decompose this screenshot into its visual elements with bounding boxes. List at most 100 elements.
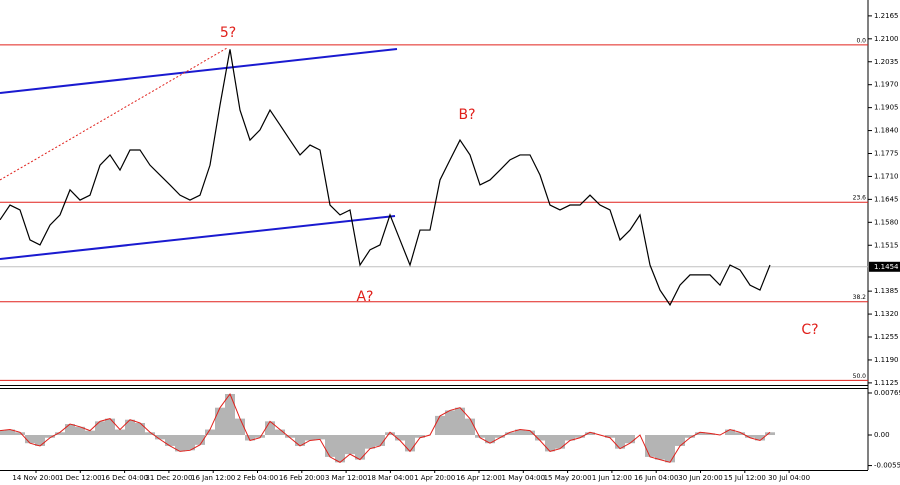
y-tick-label: 1.1190 <box>874 356 899 364</box>
osc-bar <box>565 435 575 441</box>
y-tick-label: -0.00559 <box>874 462 900 470</box>
x-tick-label: 30 Jul 04:00 <box>768 474 810 482</box>
osc-bar <box>545 435 555 452</box>
osc-bar <box>165 435 175 446</box>
osc-bar <box>0 430 5 436</box>
x-tick-label: 1 Apr 20:00 <box>414 474 455 482</box>
osc-line <box>0 392 771 463</box>
y-tick-label: 1.1905 <box>874 104 899 112</box>
osc-bar <box>695 432 705 436</box>
x-tick-label: 14 Nov 20:00 <box>12 474 59 482</box>
osc-bar <box>315 435 325 440</box>
fib-level-label: 50.0 <box>853 373 867 380</box>
osc-bar <box>535 435 545 441</box>
current-price-label: 1.1454 <box>874 263 899 271</box>
osc-bar <box>395 435 405 441</box>
osc-bar <box>305 435 315 441</box>
current-price-box <box>869 261 900 272</box>
x-tick-label: 16 Dec 04:00 <box>101 474 148 482</box>
osc-bar <box>705 433 715 436</box>
x-tick-label: 18 Mar 04:00 <box>367 474 414 482</box>
y-tick-label: 1.1840 <box>874 127 899 135</box>
x-tick-label: 2 Feb 04:00 <box>237 474 278 482</box>
osc-bar <box>55 432 65 436</box>
osc-bar <box>375 435 385 446</box>
osc-bar <box>245 435 255 441</box>
osc-bar <box>75 426 85 436</box>
osc-bar <box>145 432 155 436</box>
osc-bar <box>615 435 625 449</box>
osc-bar <box>335 435 345 463</box>
x-tick-label: 16 Apr 12:00 <box>456 474 502 482</box>
osc-bar <box>45 435 55 438</box>
y-tick-label: 1.1580 <box>874 218 899 226</box>
x-tick-label: 30 Jun 20:00 <box>678 474 722 482</box>
osc-bar <box>185 435 195 451</box>
osc-bar <box>475 435 485 438</box>
osc-bar <box>455 407 465 436</box>
y-tick-label: 1.1970 <box>874 81 899 89</box>
osc-bar <box>95 421 105 436</box>
y-tick-label: 1.2100 <box>874 35 899 43</box>
osc-bar <box>675 435 685 446</box>
y-tick-label: 1.1320 <box>874 310 899 318</box>
wave-label: B? <box>458 107 475 123</box>
osc-bar <box>135 422 145 436</box>
osc-bar <box>15 432 25 436</box>
x-tick-label: 15 Jul 12:00 <box>724 474 766 482</box>
trend-line <box>0 48 398 94</box>
x-tick-label: 16 Jun 04:00 <box>634 474 678 482</box>
fib-level-label: 23.6 <box>853 195 867 202</box>
x-tick-label: 1 Jun 12:00 <box>592 474 632 482</box>
osc-bar <box>725 429 735 436</box>
osc-bar <box>485 435 495 444</box>
osc-bar <box>35 435 45 446</box>
x-tick-label: 31 Dec 20:00 <box>145 474 192 482</box>
wave-label: C? <box>801 322 818 338</box>
osc-bar <box>195 435 205 445</box>
osc-bar <box>365 435 375 449</box>
osc-bar <box>385 432 395 436</box>
osc-bar <box>105 418 115 436</box>
y-tick-label: 1.1255 <box>874 333 899 341</box>
osc-bar <box>345 435 355 455</box>
osc-bar <box>325 435 335 457</box>
y-tick-label: 1.1515 <box>874 241 899 249</box>
osc-bar <box>765 432 775 436</box>
y-tick-label: 1.2165 <box>874 12 899 20</box>
y-tick-label: 1.1645 <box>874 195 899 203</box>
x-tick-label: 16 Jan 12:00 <box>191 474 235 482</box>
osc-bar <box>255 435 265 438</box>
y-tick-label: 1.2035 <box>874 58 899 66</box>
osc-bar <box>115 429 125 436</box>
osc-bar <box>5 429 15 436</box>
osc-bar <box>575 435 585 438</box>
x-tick-label: 15 May 20:00 <box>544 474 592 482</box>
osc-bar <box>465 418 475 436</box>
y-tick-label: 0.00769 <box>874 389 900 397</box>
osc-bar <box>515 429 525 436</box>
x-tick-label: 1 Dec 12:00 <box>59 474 102 482</box>
osc-bar <box>285 435 295 438</box>
y-tick-label: 0.00 <box>874 431 890 439</box>
osc-bar <box>275 429 285 436</box>
osc-bar <box>435 415 445 436</box>
fib-level-label: 0.0 <box>856 37 866 44</box>
osc-bar <box>25 435 35 444</box>
fib-level-label: 38.2 <box>853 294 867 301</box>
y-tick-label: 1.1710 <box>874 172 899 180</box>
osc-bar <box>655 435 665 460</box>
osc-bar <box>125 419 135 436</box>
osc-bar <box>265 421 275 436</box>
y-tick-label: 1.1775 <box>874 150 899 158</box>
osc-bar <box>625 435 635 444</box>
osc-bar <box>85 430 95 436</box>
osc-bar <box>415 435 425 438</box>
x-tick-label: 1 May 04:00 <box>502 474 546 482</box>
x-tick-label: 3 Mar 12:00 <box>325 474 367 482</box>
osc-bar <box>205 429 215 436</box>
osc-bar <box>225 394 235 436</box>
osc-bar <box>685 435 695 438</box>
osc-bar <box>65 424 75 436</box>
osc-bar <box>755 435 765 441</box>
